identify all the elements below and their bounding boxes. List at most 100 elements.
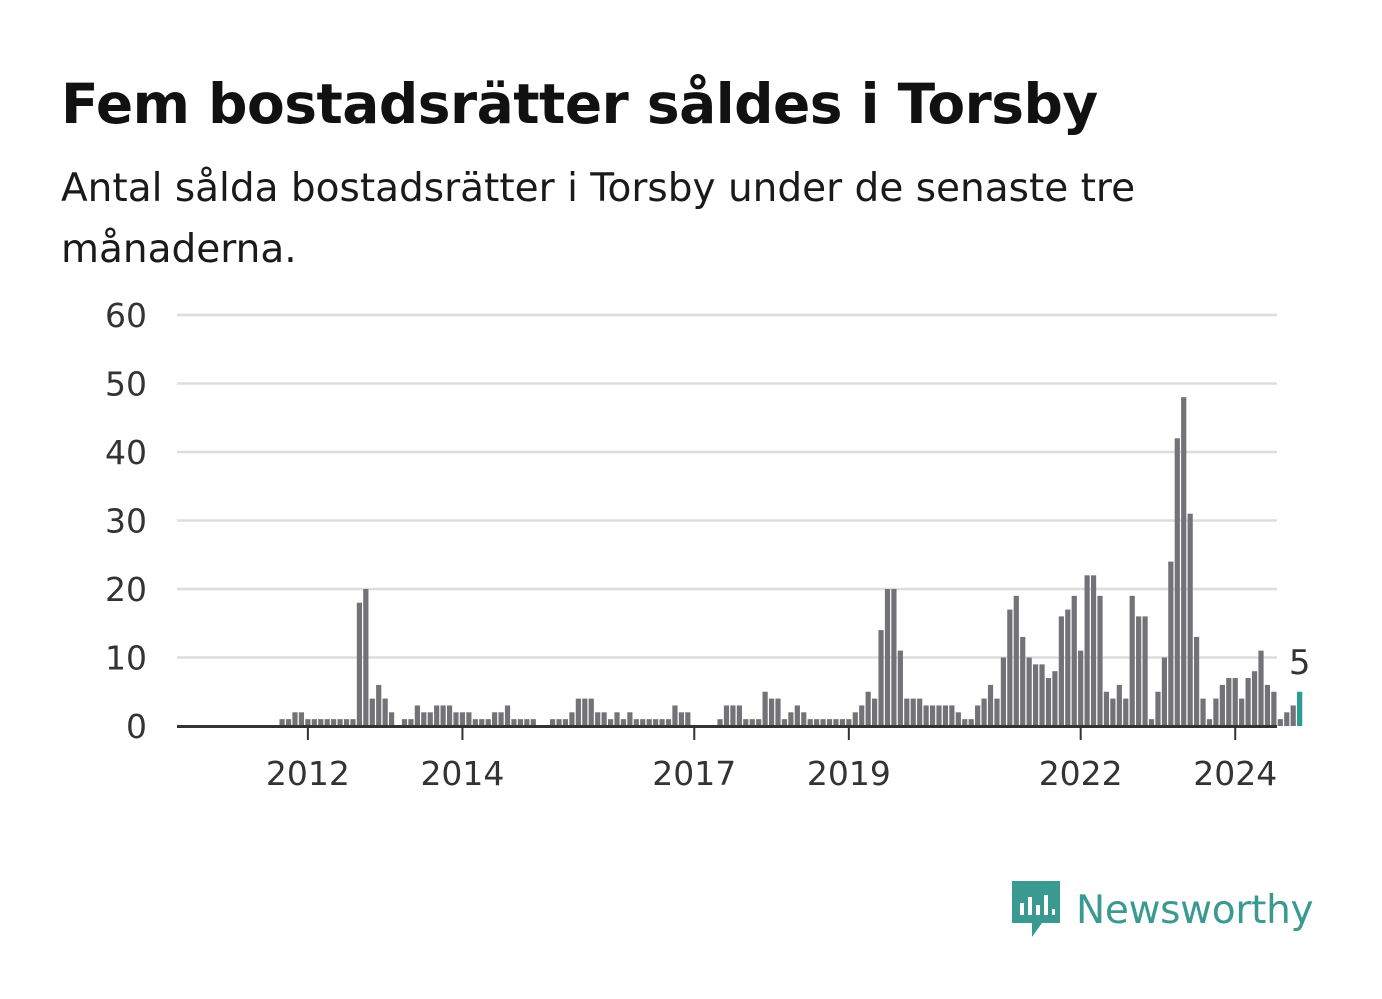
bar [285,719,292,726]
bar [1123,698,1129,726]
bar [1142,616,1148,726]
bar [434,705,440,726]
bar [762,691,768,726]
bar [498,712,504,726]
bar [917,698,923,726]
bar [1213,698,1219,726]
bar [653,719,659,726]
bar [781,719,788,726]
bar [517,719,523,726]
bar [730,705,736,726]
bar [1084,575,1090,726]
bar [1251,671,1258,726]
bar [298,712,305,726]
bar [588,698,594,726]
bar [794,705,800,726]
bar [492,712,498,726]
bar [550,719,556,726]
bar [1103,691,1110,726]
newsworthy-brand: Newsworthy [1010,878,1314,942]
bar [1013,595,1019,726]
bar [343,719,350,726]
bar [1039,664,1045,726]
bar [511,719,517,726]
x-tick-label: 2019 [807,754,891,793]
bar [350,719,356,726]
bar [324,719,330,726]
x-tick-label: 2024 [1193,754,1277,793]
x-axis-ticks: 2012 2014 2017 2019 2022 2024 [266,726,1277,793]
bar [936,705,942,726]
bar [556,719,562,726]
bar [1271,691,1277,726]
y-tick-label: 0 [126,707,147,746]
y-tick-label: 40 [105,433,147,472]
bar [1052,671,1058,726]
bar [472,719,478,726]
y-tick-label: 60 [105,296,147,335]
bar [1219,684,1225,726]
bar [872,698,878,726]
bar [910,698,916,726]
y-tick-label: 30 [105,502,147,541]
bar [337,719,343,726]
bar [1226,678,1232,726]
bar [678,712,684,726]
bar [1071,595,1077,726]
bar [1116,684,1122,726]
y-tick-label: 10 [105,639,147,678]
bar [859,705,865,726]
bar [685,712,691,726]
bar [389,712,395,726]
highlight-value-label: 5 [1289,643,1311,683]
bar [1200,698,1206,726]
bar [994,698,1000,726]
bar [942,705,949,726]
bar [981,698,987,726]
bar [1187,513,1193,726]
bar [891,589,897,726]
bar [1239,698,1245,726]
bar [852,712,858,726]
bar [1161,657,1167,726]
bar [562,719,569,726]
bar [485,719,491,726]
bar [717,719,723,726]
bar [479,719,485,726]
bar [1174,438,1180,726]
bar [878,630,884,726]
bar [968,719,974,726]
bar [826,719,833,726]
bar [427,712,433,726]
bar [1033,664,1039,726]
bar [1090,575,1097,726]
bar [749,719,755,726]
bar [466,712,472,726]
bar [788,712,794,726]
bar [1290,705,1296,726]
newsworthy-logo-icon [1012,881,1060,937]
chart-subtitle: Antal sålda bostadsrätter i Torsby under… [61,166,1136,272]
bar [1148,719,1155,726]
bar [723,705,730,726]
x-tick-label: 2012 [266,754,350,793]
bar [453,712,459,726]
bar [331,719,337,726]
bar [1078,650,1084,726]
bar [897,650,903,726]
bar [646,719,652,726]
bar [446,705,453,726]
bar [1026,657,1032,726]
bar [1136,616,1142,726]
bar [504,705,511,726]
bar [962,719,968,726]
bar [1284,712,1290,726]
bar [1097,595,1103,726]
bar [1194,636,1200,726]
bar [356,602,362,726]
bar [659,719,665,726]
bar [1168,561,1174,726]
brand-name: Newsworthy [1076,887,1314,933]
bar [1155,691,1161,726]
bar [1264,684,1271,726]
